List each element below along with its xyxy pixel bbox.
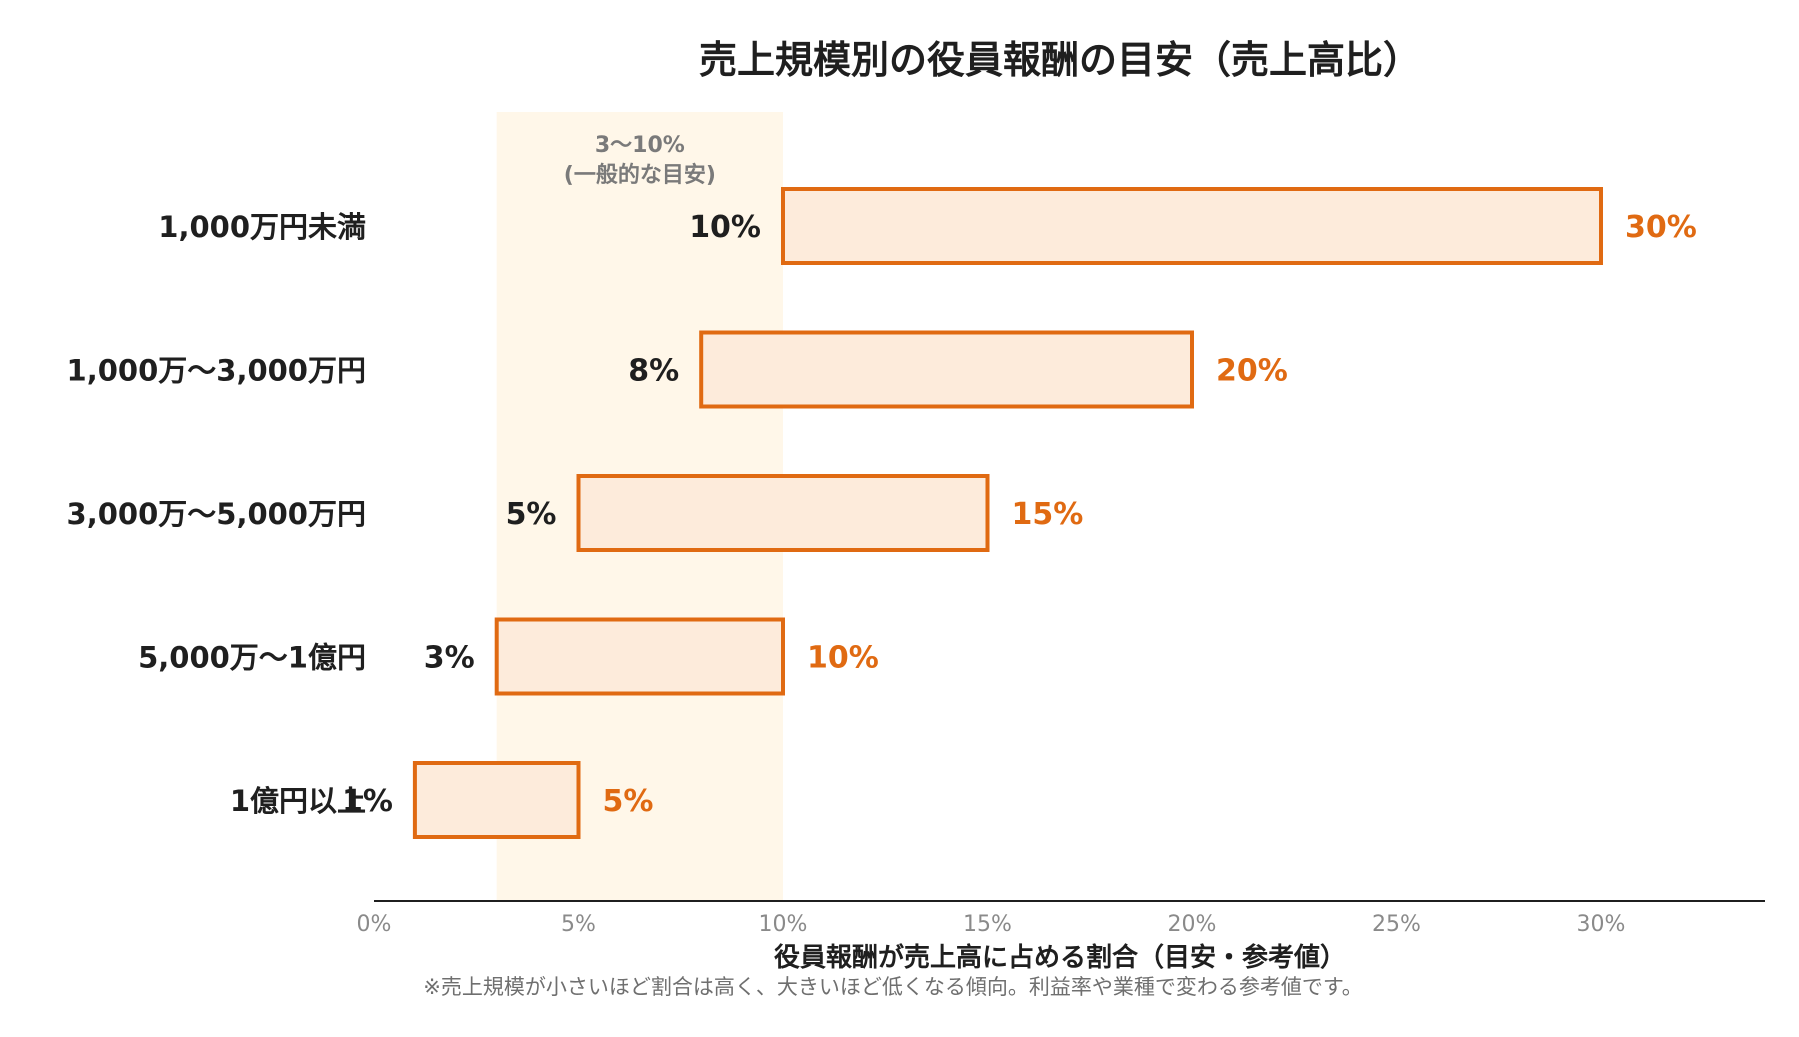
chart-title: 売上規模別の役員報酬の目安（売上高比） — [699, 38, 1421, 82]
range-high-label: 15% — [1012, 497, 1084, 532]
category-label: 5,000万〜1億円 — [138, 641, 366, 675]
range-low-label: 10% — [689, 210, 761, 245]
category-label: 1,000万〜3,000万円 — [67, 354, 366, 388]
x-tick-label: 25% — [1372, 912, 1421, 937]
range-low-label: 5% — [506, 497, 557, 532]
range-bar — [781, 187, 1603, 265]
category-label: 3,000万〜5,000万円 — [67, 497, 366, 531]
range-high-label: 20% — [1216, 354, 1288, 389]
range-high-label: 30% — [1625, 210, 1697, 245]
x-tick-label: 5% — [561, 912, 596, 937]
range-bar — [699, 330, 1194, 409]
x-tick-label: 15% — [963, 912, 1012, 937]
category-label: 1,000万円未満 — [158, 210, 366, 244]
x-tick-label: 20% — [1168, 912, 1217, 937]
range-low-label: 8% — [628, 354, 679, 389]
range-high-label: 5% — [603, 784, 654, 819]
x-axis-label: 役員報酬が売上高に占める割合（目安・参考値） — [774, 942, 1346, 973]
range-bar — [494, 617, 785, 696]
category-label: 1億円以上 — [230, 784, 366, 818]
x-tick-label: 30% — [1577, 912, 1626, 937]
x-axis-ticks: 0% 5% 10% 15% 20% 25% 30% — [357, 912, 1626, 937]
range-bar — [576, 474, 990, 552]
reference-band-label-range: 3〜10% — [595, 133, 685, 158]
range-bar — [412, 761, 581, 839]
range-low-label: 1% — [342, 784, 393, 819]
reference-band-label-note: (一般的な目安) — [564, 162, 716, 188]
footnote: ※売上規模が小さいほど割合は高く、大きいほど低くなる傾向。利益率や業種で変わる参… — [423, 975, 1363, 999]
range-low-label: 3% — [424, 641, 475, 676]
x-tick-label: 0% — [357, 912, 392, 937]
x-tick-label: 10% — [759, 912, 808, 937]
bars-layer: 1,000万円未満 10% 30% 1,000万〜3,000万円 8% 20% 3,000万… — [67, 187, 1697, 839]
range-high-label: 10% — [807, 641, 879, 676]
